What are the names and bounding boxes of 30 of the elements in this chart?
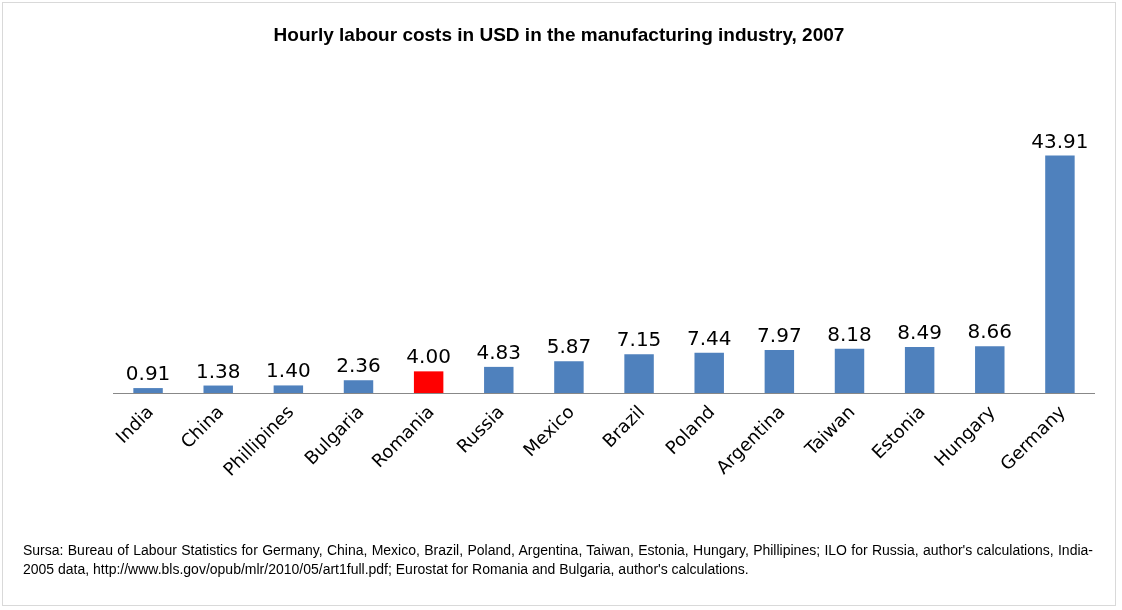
data-label: 8.49: [897, 320, 942, 345]
data-label: 8.18: [827, 321, 872, 346]
bar: [764, 349, 795, 393]
data-label: 7.97: [757, 322, 802, 347]
bar: [554, 361, 584, 393]
bar: [484, 366, 514, 393]
bar: [273, 385, 304, 393]
data-label: 4.00: [406, 344, 451, 369]
text: Sursa: Bureau of Labour Statistics for Germany, China, Mexico, Brazil, Poland, Argentina, Taiwan, Estonia, Hungary, Phillipines; ILO for Russia, author's calculations, India-2005 data, http://www.bls.gov/opub/mlr/2010/05/art1full.pdf; Eurostat for Romania and Bulgaria, author's calculations.: [23, 541, 1093, 579]
data-label: 7.44: [686, 325, 732, 350]
bar: [1045, 155, 1075, 393]
bar: [624, 354, 654, 393]
chart-title: Hourly labour costs in USD in the manufacturing industry, 2007: [273, 23, 845, 45]
data-label: 2.36: [336, 353, 381, 378]
data-label: 43.91: [1031, 128, 1089, 153]
bar: [203, 385, 233, 393]
data-label: 4.83: [476, 339, 522, 364]
bar: [694, 352, 724, 393]
bar: [133, 388, 163, 393]
bar: [834, 348, 865, 393]
data-label: 5.87: [546, 334, 592, 359]
data-label: 1.38: [195, 358, 241, 383]
bar: [975, 346, 1005, 393]
bar: [343, 380, 374, 393]
data-label: 8.66: [967, 319, 1013, 344]
data-label: 0.91: [125, 361, 171, 386]
bar: [413, 371, 444, 393]
bar: [904, 347, 935, 393]
data-label: 1.40: [266, 358, 311, 383]
data-label: 7.15: [616, 327, 662, 352]
